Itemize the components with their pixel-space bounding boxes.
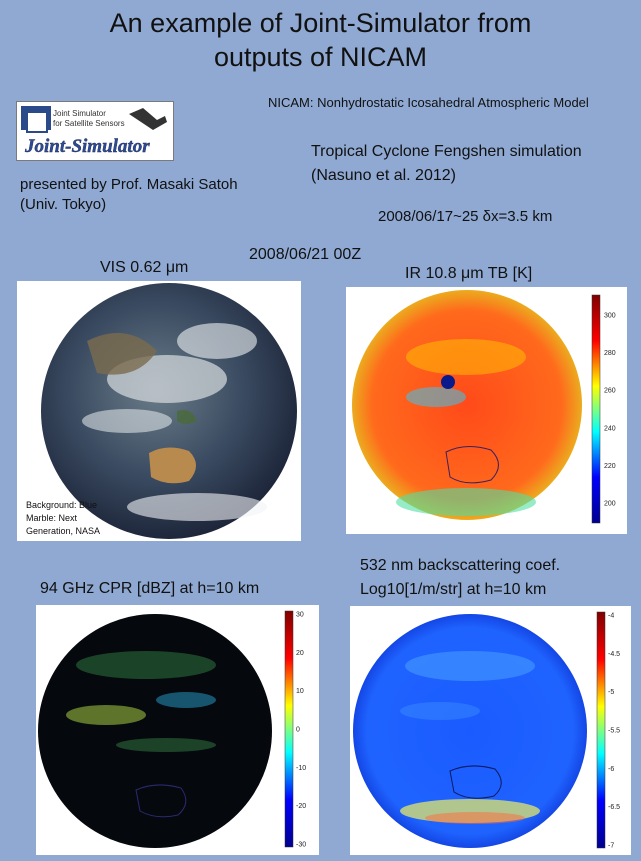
- colorbar-tick-label: 240: [604, 425, 616, 432]
- title-line-1: An example of Joint-Simulator from: [109, 8, 532, 38]
- ir-globe-image: 300 280 260 240 220 200: [352, 290, 616, 524]
- logo-text-line-1: Joint Simulator: [53, 109, 106, 118]
- presenter-info: presented by Prof. Masaki Satoh (Univ. T…: [20, 175, 238, 215]
- colorbar-tick-label: 220: [604, 463, 616, 470]
- colorbar-tick-label: -6: [608, 766, 614, 773]
- presenter-affiliation: (Univ. Tokyo): [20, 196, 107, 213]
- page-title: An example of Joint-Simulator from outpu…: [0, 6, 641, 74]
- vis-image-credit: Background: Blue Marble: Next Generation…: [26, 499, 100, 538]
- simulation-period: 2008/06/17~25 δx=3.5 km: [378, 208, 553, 225]
- lidar-colorbar: [596, 611, 606, 849]
- colorbar-tick-label: 0: [296, 727, 300, 734]
- ir-colorbar-ticks: 300 280 260 240 220 200: [604, 313, 616, 508]
- colorbar-tick-label: -4: [608, 613, 614, 620]
- simulation-reference: (Nasuno et al. 2012): [311, 167, 456, 184]
- lidar-colorbar-ticks: -4 -4.5 -5 -5.5 -6 -6.5 -7: [608, 613, 620, 850]
- colorbar-tick-label: -30: [296, 842, 306, 849]
- snapshot-datestamp: 2008/06/21 00Z: [249, 246, 362, 263]
- nicam-definition: NICAM: Nonhydrostatic Icosahedral Atmosp…: [268, 95, 589, 110]
- colorbar-tick-label: -5: [608, 689, 614, 696]
- telescope-icon: [129, 108, 167, 130]
- colorbar-tick-label: -20: [296, 803, 306, 810]
- ir-panel: 300 280 260 240 220 200: [346, 287, 627, 534]
- cpr-panel-label: 94 GHz CPR [dBZ] at h=10 km: [40, 580, 260, 597]
- lidar-label-line-2: Log10[1/m/str] at h=10 km: [360, 581, 547, 598]
- ir-panel-label: IR 10.8 μm TB [K]: [405, 265, 533, 282]
- colorbar-tick-label: -4.5: [608, 651, 620, 658]
- logo-text-line-2: for Satellite Sensors: [53, 119, 125, 128]
- colorbar-tick-label: -10: [296, 765, 306, 772]
- lidar-label-line-1: 532 nm backscattering coef.: [360, 557, 561, 574]
- colorbar-tick-label: 260: [604, 388, 616, 395]
- colorbar-tick-label: 200: [604, 501, 616, 508]
- credit-line-1: Background: Blue: [26, 500, 98, 510]
- simulation-title: Tropical Cyclone Fengshen simulation: [311, 143, 582, 160]
- vis-globe-image: [41, 283, 297, 539]
- presenter-name: presented by Prof. Masaki Satoh: [20, 176, 238, 193]
- title-line-2: outputs of NICAM: [213, 42, 428, 72]
- colorbar-tick-label: -5.5: [608, 728, 620, 735]
- vis-panel: [17, 281, 301, 541]
- credit-line-2: Marble: Next: [26, 513, 78, 523]
- colorbar-tick-label: 20: [296, 650, 304, 657]
- logo-wordmark: Joint-Simulator: [24, 136, 150, 157]
- colorbar-tick-label: 300: [604, 313, 616, 320]
- colorbar-tick-label: -6.5: [608, 804, 620, 811]
- colorbar-tick-label: 10: [296, 688, 304, 695]
- simulation-info: Tropical Cyclone Fengshen simulation (Na…: [311, 140, 582, 188]
- lidar-panel-label: 532 nm backscattering coef. Log10[1/m/st…: [360, 554, 560, 602]
- colorbar-tick-label: 280: [604, 350, 616, 357]
- logo-graphic: Joint Simulator for Satellite Sensors Jo…: [21, 106, 167, 157]
- cpr-colorbar-ticks: 30 20 10 0 -10 -20 -30: [296, 612, 306, 849]
- cpr-colorbar: [284, 610, 294, 848]
- ir-colorbar: [591, 294, 601, 524]
- lidar-panel: -4 -4.5 -5 -5.5 -6 -6.5 -7: [350, 606, 631, 855]
- cpr-globe-image: 30 20 10 0 -10 -20 -30: [38, 610, 306, 849]
- lidar-globe-image: -4 -4.5 -5 -5.5 -6 -6.5 -7: [353, 611, 620, 850]
- vis-panel-label: VIS 0.62 μm: [100, 259, 189, 276]
- colorbar-tick-label: -7: [608, 843, 614, 850]
- joint-simulator-logo: Joint Simulator for Satellite Sensors Jo…: [16, 101, 174, 161]
- credit-line-3: Generation, NASA: [26, 526, 101, 536]
- colorbar-tick-label: 30: [296, 612, 304, 619]
- cpr-panel: 30 20 10 0 -10 -20 -30: [36, 605, 319, 855]
